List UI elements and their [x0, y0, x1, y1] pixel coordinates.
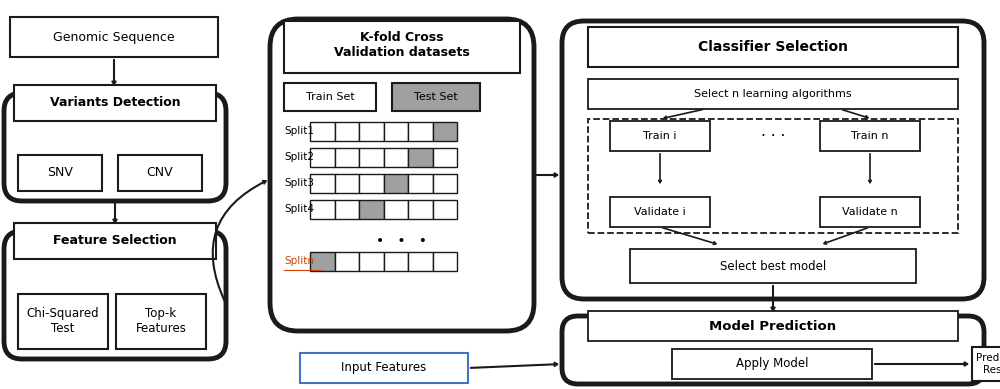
FancyBboxPatch shape — [820, 121, 920, 151]
Text: Split4: Split4 — [284, 205, 314, 214]
FancyBboxPatch shape — [300, 353, 468, 383]
FancyBboxPatch shape — [432, 174, 457, 193]
FancyBboxPatch shape — [116, 294, 206, 349]
Text: Classifier Selection: Classifier Selection — [698, 40, 848, 54]
FancyBboxPatch shape — [392, 83, 480, 111]
Text: SNV: SNV — [47, 166, 73, 179]
Text: Select n learning algorithms: Select n learning algorithms — [694, 89, 852, 99]
FancyBboxPatch shape — [610, 197, 710, 227]
Text: Train Set: Train Set — [306, 92, 354, 102]
FancyBboxPatch shape — [310, 174, 334, 193]
FancyBboxPatch shape — [334, 200, 359, 219]
Text: Model Prediction: Model Prediction — [709, 319, 837, 333]
FancyBboxPatch shape — [284, 21, 520, 73]
FancyBboxPatch shape — [384, 148, 408, 167]
FancyBboxPatch shape — [432, 252, 457, 271]
FancyBboxPatch shape — [310, 148, 334, 167]
FancyBboxPatch shape — [4, 93, 226, 201]
Text: •   •   •: • • • — [376, 234, 427, 248]
FancyBboxPatch shape — [118, 155, 202, 191]
Text: Input Features: Input Features — [341, 361, 427, 375]
Text: Validate n: Validate n — [842, 207, 898, 217]
FancyBboxPatch shape — [18, 294, 108, 349]
Text: · · ·: · · · — [761, 128, 785, 144]
Text: Splitn: Splitn — [284, 256, 314, 266]
Text: Prediction
Results: Prediction Results — [976, 353, 1000, 375]
FancyBboxPatch shape — [334, 252, 359, 271]
Text: Train i: Train i — [643, 131, 677, 141]
FancyBboxPatch shape — [972, 347, 1000, 381]
FancyBboxPatch shape — [334, 148, 359, 167]
FancyBboxPatch shape — [359, 200, 384, 219]
FancyBboxPatch shape — [630, 249, 916, 283]
Text: Split3: Split3 — [284, 179, 314, 189]
FancyBboxPatch shape — [310, 252, 334, 271]
FancyBboxPatch shape — [588, 119, 958, 233]
Text: Feature Selection: Feature Selection — [53, 235, 177, 247]
FancyBboxPatch shape — [588, 79, 958, 109]
FancyBboxPatch shape — [384, 200, 408, 219]
Text: Test Set: Test Set — [414, 92, 458, 102]
FancyBboxPatch shape — [359, 174, 384, 193]
FancyBboxPatch shape — [359, 148, 384, 167]
FancyBboxPatch shape — [270, 19, 534, 331]
FancyBboxPatch shape — [408, 148, 432, 167]
FancyBboxPatch shape — [14, 223, 216, 259]
Text: Validate i: Validate i — [634, 207, 686, 217]
FancyBboxPatch shape — [284, 83, 376, 111]
FancyBboxPatch shape — [334, 122, 359, 141]
FancyBboxPatch shape — [4, 231, 226, 359]
Text: CNV: CNV — [147, 166, 173, 179]
FancyBboxPatch shape — [310, 122, 334, 141]
FancyBboxPatch shape — [432, 148, 457, 167]
FancyBboxPatch shape — [408, 200, 432, 219]
Text: Chi-Squared
Test: Chi-Squared Test — [27, 307, 99, 335]
FancyBboxPatch shape — [588, 27, 958, 67]
FancyBboxPatch shape — [408, 252, 432, 271]
FancyBboxPatch shape — [359, 122, 384, 141]
FancyBboxPatch shape — [432, 200, 457, 219]
FancyBboxPatch shape — [610, 121, 710, 151]
FancyBboxPatch shape — [359, 252, 384, 271]
FancyBboxPatch shape — [384, 252, 408, 271]
FancyBboxPatch shape — [588, 311, 958, 341]
FancyBboxPatch shape — [432, 122, 457, 141]
Text: Split1: Split1 — [284, 126, 314, 137]
FancyBboxPatch shape — [18, 155, 102, 191]
FancyBboxPatch shape — [408, 122, 432, 141]
FancyBboxPatch shape — [672, 349, 872, 379]
Text: Train n: Train n — [851, 131, 889, 141]
Text: Variants Detection: Variants Detection — [50, 96, 180, 109]
Text: Select best model: Select best model — [720, 259, 826, 273]
Text: Apply Model: Apply Model — [736, 357, 808, 370]
FancyBboxPatch shape — [384, 174, 408, 193]
FancyBboxPatch shape — [408, 174, 432, 193]
FancyBboxPatch shape — [562, 21, 984, 299]
FancyBboxPatch shape — [14, 85, 216, 121]
FancyBboxPatch shape — [384, 122, 408, 141]
Text: K-fold Cross
Validation datasets: K-fold Cross Validation datasets — [334, 31, 470, 59]
FancyBboxPatch shape — [334, 174, 359, 193]
FancyBboxPatch shape — [820, 197, 920, 227]
FancyBboxPatch shape — [310, 200, 334, 219]
FancyBboxPatch shape — [10, 17, 218, 57]
Text: Split2: Split2 — [284, 152, 314, 163]
FancyBboxPatch shape — [562, 316, 984, 384]
Text: Genomic Sequence: Genomic Sequence — [53, 30, 175, 44]
Text: Top-k
Features: Top-k Features — [136, 307, 186, 335]
